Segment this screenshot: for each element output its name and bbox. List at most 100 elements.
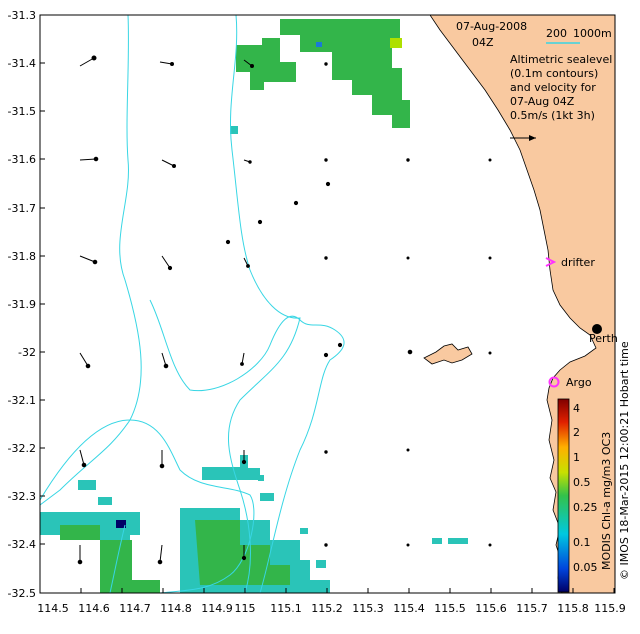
y-axis: -31.3 -31.4 -31.5 -31.6 -31.7 -31.8 -31.…: [8, 9, 45, 600]
velocity-arrow: [488, 256, 492, 260]
velocity-arrow: [324, 256, 328, 260]
velocity-arrow: [79, 156, 99, 162]
velocity-arrow: [324, 543, 328, 547]
velocity-arrow: [406, 256, 410, 260]
svg-text:114.5: 114.5: [37, 602, 69, 615]
legend-arrow: [510, 135, 536, 141]
velocity-arrow: [240, 352, 245, 366]
svg-text:115.3: 115.3: [352, 602, 384, 615]
svg-text:Altimetric sealevel: Altimetric sealevel: [510, 53, 612, 66]
velocity-arrow: [257, 219, 263, 225]
velocity-arrow: [243, 257, 250, 268]
scale-1000m: 1000m: [573, 27, 612, 40]
velocity-arrow: [337, 342, 343, 348]
svg-text:115.8: 115.8: [557, 602, 589, 615]
velocity-arrow: [243, 159, 252, 164]
svg-text:115.1: 115.1: [270, 602, 302, 615]
svg-text:0.5: 0.5: [573, 476, 591, 489]
velocity-arrow: [161, 159, 176, 168]
svg-text:4: 4: [573, 402, 580, 415]
colorbar-label: MODIS Chl-a mg/m3 OC3: [600, 432, 613, 570]
velocity-arrow: [325, 181, 331, 187]
velocity-arrow: [324, 450, 328, 454]
title-date: 07-Aug-2008: [456, 20, 527, 33]
svg-text:115.2: 115.2: [311, 602, 343, 615]
sealevel-contours: [40, 15, 345, 593]
svg-text:0.05: 0.05: [573, 561, 598, 574]
drifter-marker: [545, 257, 557, 267]
velocity-arrow: [488, 543, 492, 547]
velocity-arrow: [488, 351, 492, 355]
x-axis: 114.5 114.6 114.7 114.8 114.9 115 115.1 …: [37, 588, 626, 615]
svg-text:0.1: 0.1: [573, 536, 591, 549]
svg-text:-32.5: -32.5: [8, 587, 36, 600]
svg-text:115.5: 115.5: [434, 602, 466, 615]
velocity-arrow: [323, 352, 329, 358]
island: [423, 343, 473, 365]
svg-text:-32: -32: [18, 346, 36, 359]
velocity-arrow: [225, 239, 231, 245]
velocity-arrow: [77, 545, 83, 565]
svg-text:-32.2: -32.2: [8, 442, 36, 455]
argo-marker: [548, 376, 560, 388]
svg-text:115.4: 115.4: [393, 602, 425, 615]
argo-label: Argo: [566, 376, 592, 389]
perth-label: Perth: [589, 332, 618, 345]
svg-text:-31.7: -31.7: [8, 202, 36, 215]
velocity-arrow: [161, 255, 173, 271]
svg-text:1: 1: [573, 451, 580, 464]
svg-text:115.9: 115.9: [594, 602, 626, 615]
colorbar-ticks: 4 2 1 0.5 0.25 0.1 0.05: [573, 402, 598, 574]
legend-text: Altimetric sealevel (0.1m contours) and …: [510, 53, 612, 122]
velocity-arrow: [79, 55, 97, 67]
svg-text:115: 115: [235, 602, 256, 615]
svg-text:0.25: 0.25: [573, 501, 598, 514]
svg-text:114.9: 114.9: [201, 602, 233, 615]
svg-text:115.7: 115.7: [516, 602, 548, 615]
credit-text: © IMOS 18-Mar-2015 12:00:21 Hobart time: [618, 341, 631, 580]
svg-text:-31.5: -31.5: [8, 105, 36, 118]
velocity-arrow: [79, 352, 91, 369]
velocity-arrow: [159, 61, 174, 66]
velocity-arrow: [241, 450, 247, 465]
velocity-arrow: [241, 545, 247, 561]
velocity-arrow: [406, 448, 410, 452]
title-time: 04Z: [472, 36, 494, 49]
velocity-arrow: [79, 255, 98, 265]
svg-text:-32.1: -32.1: [8, 394, 36, 407]
perth-marker: [592, 324, 602, 334]
velocity-arrow: [406, 158, 410, 162]
velocity-arrow: [79, 449, 87, 468]
velocity-arrow: [324, 158, 328, 162]
svg-text:115.6: 115.6: [475, 602, 507, 615]
svg-text:-31.8: -31.8: [8, 250, 36, 263]
svg-text:-31.3: -31.3: [8, 9, 36, 22]
velocity-arrow: [407, 349, 413, 355]
svg-text:0.5m/s (1kt 3h): 0.5m/s (1kt 3h): [510, 109, 595, 122]
svg-text:-31.6: -31.6: [8, 153, 36, 166]
svg-text:-31.9: -31.9: [8, 298, 36, 311]
svg-text:-32.4: -32.4: [8, 538, 36, 551]
velocity-arrow: [243, 59, 254, 68]
velocity-arrow: [324, 62, 328, 66]
svg-text:-32.3: -32.3: [8, 490, 36, 503]
svg-text:114.6: 114.6: [78, 602, 110, 615]
svg-text:-31.4: -31.4: [8, 57, 36, 70]
colorbar: [557, 398, 570, 593]
velocity-arrow: [159, 450, 165, 469]
velocity-arrow: [157, 544, 163, 565]
svg-text:(0.1m contours): (0.1m contours): [510, 67, 598, 80]
svg-text:and velocity for: and velocity for: [510, 81, 596, 94]
chl-patches: [40, 19, 468, 593]
scale-200: 200: [546, 27, 567, 40]
velocity-arrow: [406, 543, 410, 547]
drifter-label: drifter: [561, 256, 595, 269]
velocity-arrow: [293, 200, 299, 206]
velocity-arrow: [161, 352, 169, 369]
velocity-arrow: [488, 158, 492, 162]
svg-text:2: 2: [573, 426, 580, 439]
velocity-arrows: [77, 55, 492, 565]
svg-text:114.8: 114.8: [160, 602, 192, 615]
svg-text:07-Aug 04Z: 07-Aug 04Z: [510, 95, 575, 108]
